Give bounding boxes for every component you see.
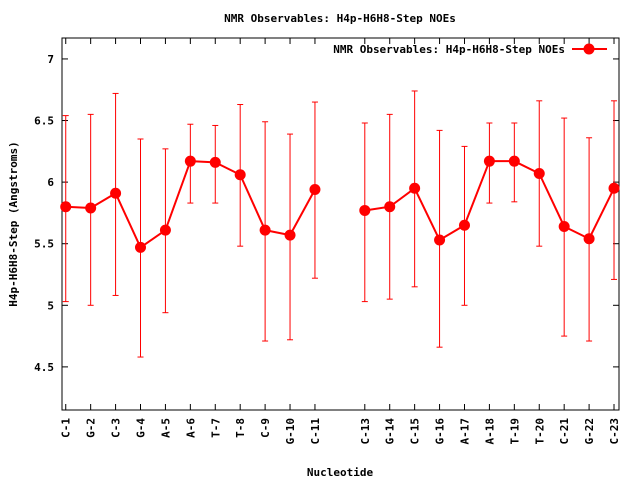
data-point — [309, 184, 321, 196]
data-point — [159, 224, 171, 236]
x-tick-label: A-18 — [483, 418, 496, 445]
x-tick-label: T-20 — [533, 418, 546, 445]
series-line-segment — [413, 187, 441, 241]
series-line-segment — [239, 174, 267, 231]
y-tick-label: 6 — [47, 176, 54, 189]
chart-title: NMR Observables: H4p-H6H8-Step NOEs — [224, 12, 456, 25]
x-tick-label: T-8 — [234, 418, 247, 438]
x-tick-label: C-11 — [309, 418, 322, 445]
x-tick-label: T-19 — [508, 418, 521, 445]
data-point — [434, 234, 446, 246]
legend-label: NMR Observables: H4p-H6H8-Step NOEs — [333, 43, 565, 56]
data-point — [409, 182, 421, 194]
y-axis-label: H4p-H6H8-Step (Angstroms) — [7, 141, 20, 307]
y-tick-label: 5 — [47, 299, 54, 312]
data-point — [209, 156, 221, 168]
data-point — [60, 201, 72, 213]
x-tick-label: C-9 — [259, 418, 272, 438]
series-line-segment — [588, 187, 615, 240]
x-tick-label: C-23 — [608, 418, 621, 445]
data-point — [234, 169, 246, 181]
data-point — [85, 202, 97, 214]
series-line-segment — [463, 160, 491, 226]
x-tick-label: T-7 — [209, 418, 222, 438]
data-point — [558, 220, 570, 232]
x-tick-label: G-2 — [85, 418, 98, 438]
x-tick-label: G-14 — [384, 418, 397, 445]
x-tick-label: G-22 — [583, 418, 596, 445]
series-line-segment — [289, 189, 316, 236]
x-tick-label: C-13 — [359, 418, 372, 445]
series-line-segment — [538, 173, 566, 227]
y-tick-label: 5.5 — [34, 238, 54, 251]
data-point — [259, 224, 271, 236]
plot-frame — [61, 37, 620, 411]
data-point — [508, 155, 520, 167]
data-point — [384, 201, 396, 213]
x-axis-label: Nucleotide — [307, 466, 374, 479]
data-point — [458, 219, 470, 231]
x-tick-label: A-17 — [458, 418, 471, 445]
y-tick-label: 4.5 — [34, 361, 54, 374]
data-point — [359, 204, 371, 216]
data-point — [533, 167, 545, 179]
y-tick-label: 7 — [47, 53, 54, 66]
x-tick-label: C-21 — [558, 418, 571, 445]
data-point — [184, 155, 196, 167]
y-tick-label: 6.5 — [34, 115, 54, 128]
x-tick-label: A-5 — [159, 418, 172, 438]
legend-swatch — [572, 43, 607, 55]
series-line-segment — [164, 160, 192, 231]
series-line-segment — [114, 192, 142, 248]
x-tick-label: C-1 — [60, 418, 73, 438]
data-point — [284, 229, 296, 241]
data-point — [110, 187, 122, 199]
x-tick-label: G-16 — [434, 418, 447, 445]
x-tick-label: A-6 — [184, 418, 197, 438]
data-point — [583, 233, 595, 245]
x-tick-label: G-10 — [284, 418, 297, 445]
data-point — [135, 241, 147, 253]
data-point — [483, 155, 495, 167]
data-point — [608, 182, 620, 194]
x-tick-label: C-15 — [409, 418, 422, 445]
x-tick-label: C-3 — [110, 418, 123, 438]
x-tick-label: G-4 — [135, 418, 148, 438]
